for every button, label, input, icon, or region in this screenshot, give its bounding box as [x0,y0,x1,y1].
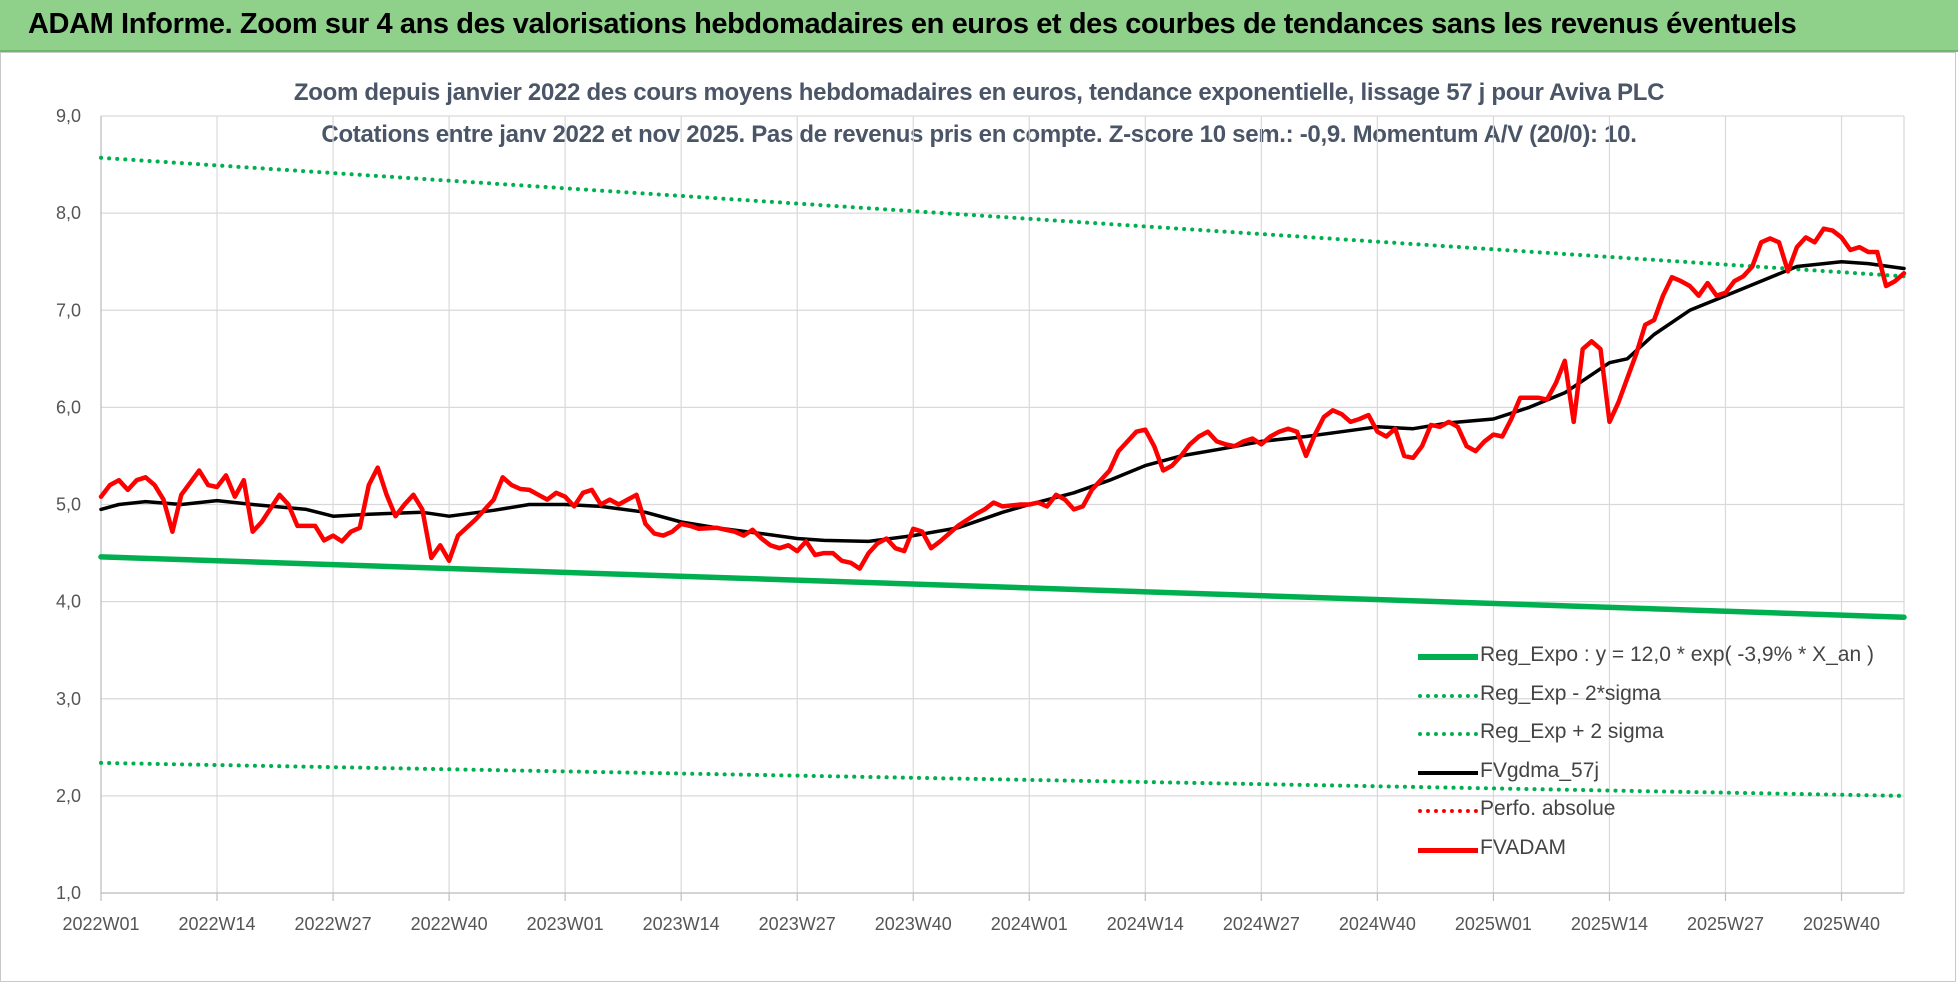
legend-swatch [1418,809,1478,814]
y-tick-label: 8,0 [56,203,81,223]
series-line-fvgdma-57j [99,259,1906,544]
legend-item-fvadam: FVADAM [1418,834,1938,864]
legend-item-reg-exp-2-sigma: Reg_Exp - 2*sigma [1418,680,1938,710]
legend-item-fvgdma-57j: FVgdma_57j [1418,757,1938,787]
x-tick-label: 2024W01 [991,914,1068,934]
chart-title: Zoom depuis janvier 2022 des cours moyen… [293,79,1665,106]
legend-swatch [1418,848,1478,853]
chart-frame [0,52,1956,982]
legend-label: FVADAM [1480,836,1566,859]
legend-label: Reg_Exp + 2 sigma [1480,720,1664,744]
x-tick-label: 2025W27 [1687,914,1764,934]
x-tick-label: 2022W01 [62,914,139,934]
legend-swatch [1418,732,1478,737]
legend-swatch [1418,693,1478,698]
y-tick-label: 1,0 [56,883,81,903]
y-tick-label: 4,0 [56,592,81,612]
y-tick-label: 5,0 [56,495,81,515]
x-tick-label: 2023W14 [643,914,720,934]
chart-series [98,155,1907,798]
report-banner: ADAM Informe. Zoom sur 4 ans des valoris… [0,0,1958,52]
chart-subtitle: Cotations entre janv 2022 et nov 2025. P… [321,121,1637,148]
legend-label: Reg_Exp - 2*sigma [1480,681,1661,705]
report-banner-title: ADAM Informe. Zoom sur 4 ans des valoris… [28,8,1797,40]
legend-item-perfo-absolue: Perfo. absolue [1418,795,1938,825]
series-line-reg-exp-2-sigma [99,760,1906,798]
legend-item-reg-expo-y-12-0-exp-3-9-x-an: Reg_Expo : y = 12,0 * exp( -3,9% * X_an … [1418,641,1938,671]
y-tick-label: 9,0 [56,106,81,126]
y-tick-label: 2,0 [56,786,81,806]
y-tick-label: 3,0 [56,689,81,709]
legend-swatch [1418,654,1478,660]
legend-label: Perfo. absolue [1480,797,1616,821]
x-tick-label: 2022W40 [411,914,488,934]
legend-swatch [1418,770,1478,775]
x-tick-label: 2024W40 [1339,914,1416,934]
x-tick-label: 2023W01 [527,914,604,934]
x-tick-label: 2024W27 [1223,914,1300,934]
x-tick-label: 2025W40 [1803,914,1880,934]
series-line-fvadam [98,226,1907,571]
x-tick-label: 2022W14 [179,914,256,934]
y-tick-label: 6,0 [56,397,81,417]
x-tick-label: 2022W27 [295,914,372,934]
x-tick-label: 2024W14 [1107,914,1184,934]
series-line-reg-expo-y-12-0-exp-3-9-x-an [98,554,1907,620]
x-tick-label: 2023W40 [875,914,952,934]
legend-label: FVgdma_57j [1480,758,1600,782]
y-tick-label: 7,0 [56,300,81,320]
series-line-reg-exp-2-sigma [99,155,1906,279]
x-tick-label: 2023W27 [759,914,836,934]
legend-label: Reg_Expo : y = 12,0 * exp( -3,9% * X_an … [1480,643,1874,666]
x-tick-label: 2025W01 [1455,914,1532,934]
legend-item-reg-exp-2-sigma: Reg_Exp + 2 sigma [1418,718,1938,748]
x-tick-label: 2025W14 [1571,914,1648,934]
